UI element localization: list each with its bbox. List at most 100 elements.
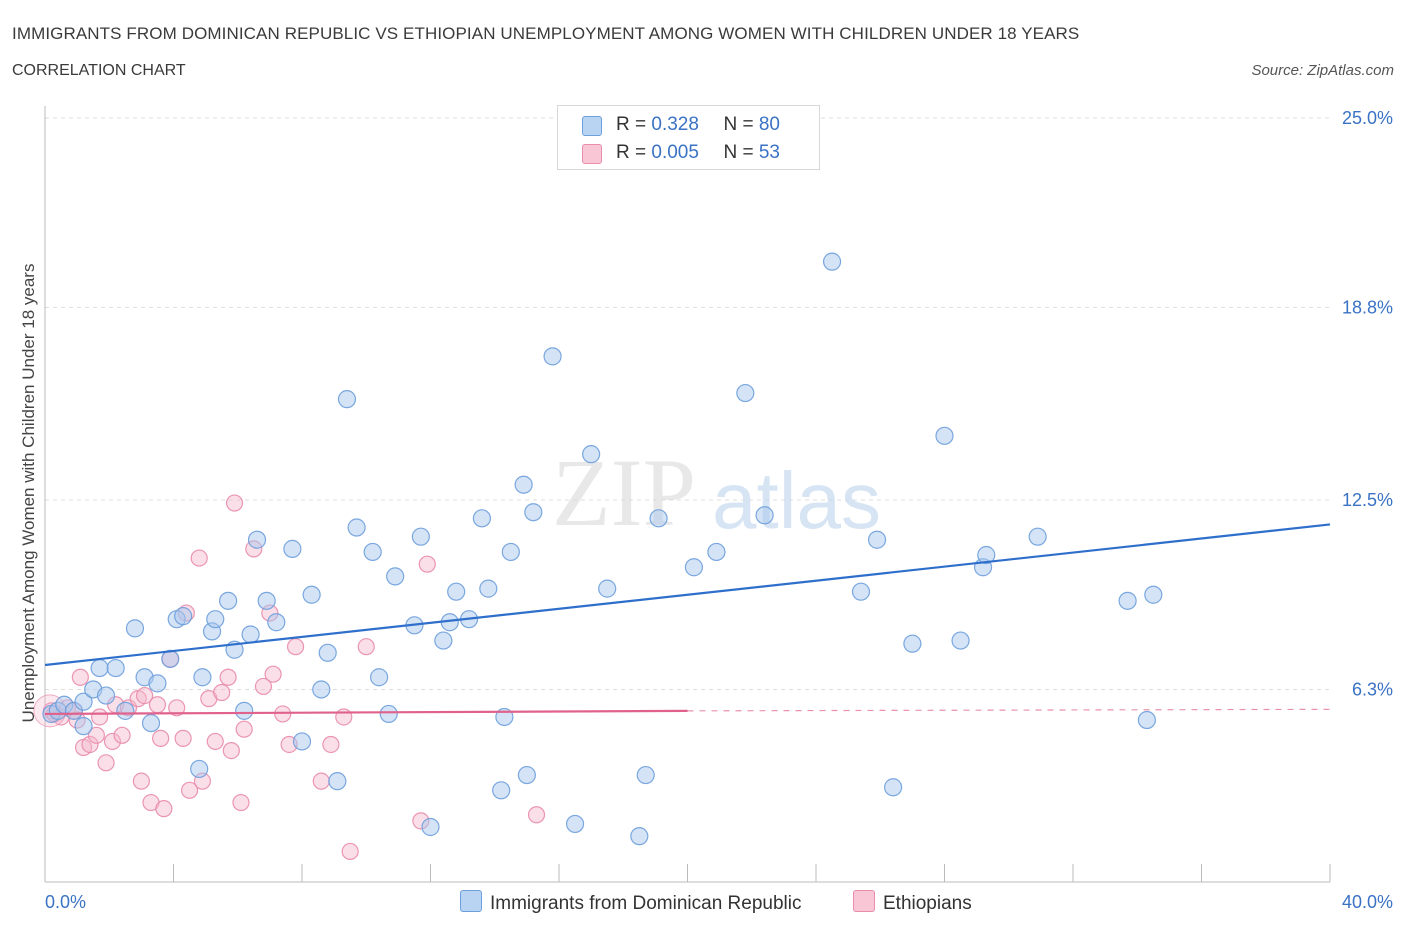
ethiopians-point — [152, 729, 170, 747]
dominican-point — [148, 674, 167, 693]
dominican-point — [951, 631, 970, 650]
bottom-legend-dominican: Immigrants from Dominican Republic — [460, 890, 802, 915]
ethiopians-point — [418, 555, 436, 573]
dominican-point — [707, 542, 726, 562]
ethiopians-point — [225, 494, 244, 512]
dominican-point — [312, 680, 331, 699]
dominican-point — [257, 591, 276, 610]
legend-r-value: 0.005 — [651, 142, 699, 163]
dominican-point — [379, 704, 398, 724]
ethiopians-point — [180, 781, 199, 799]
ethiopians-point — [232, 793, 250, 812]
y-axis-label: Unemployment Among Women with Children U… — [19, 264, 38, 723]
dominican-point — [517, 765, 536, 785]
dominican-point — [867, 530, 887, 549]
bottom-legend-label: Immigrants from Dominican Republic — [490, 893, 802, 914]
dominican-point — [977, 545, 996, 565]
dominican-point — [411, 527, 430, 546]
bottom-legend-ethiopians: Ethiopians — [853, 890, 972, 915]
ethiopians-point — [91, 708, 109, 726]
dominican-point — [472, 509, 491, 528]
dominican-point — [1028, 527, 1047, 546]
dominican-point — [74, 692, 93, 711]
dominican-point — [935, 426, 954, 445]
stats-legend: R = 0.328 N = 80 R = 0.005 N = 53 — [557, 105, 820, 170]
dominican-point — [328, 772, 347, 791]
ethiopians-point — [322, 735, 340, 754]
dominican-point — [447, 582, 466, 601]
tick-labels: 6.3% 12.5% 18.8% 25.0% 0.0% 40.0% — [45, 108, 1393, 912]
ethiopians-point — [264, 665, 282, 683]
ethiopians-point — [190, 549, 208, 567]
ethiopians-point — [113, 726, 131, 744]
bottom-legend-label: Ethiopians — [883, 893, 972, 914]
ethiopians-point — [254, 677, 273, 696]
dominican-point — [903, 634, 922, 653]
legend-r-label: R = — [616, 142, 652, 163]
dominican-point — [630, 827, 649, 846]
dominican-point — [543, 347, 562, 366]
ethiopians-trend-extension — [687, 708, 1331, 712]
x-tick-label: 40.0% — [1342, 892, 1393, 912]
dominican-point — [90, 658, 109, 678]
ethiopians-point — [213, 683, 231, 702]
ethiopians-point — [235, 720, 253, 738]
legend-n-label: N = — [723, 142, 759, 163]
dominican-point — [106, 658, 125, 678]
dominican-point — [479, 579, 498, 598]
watermark: ZIP atlas — [552, 439, 881, 546]
ethiopians-point — [87, 726, 106, 744]
dominican-point — [337, 390, 357, 409]
grid-lines — [45, 117, 1330, 690]
ethiopians-point — [357, 638, 375, 656]
dominican-point — [851, 582, 871, 601]
dominican-point — [822, 252, 842, 271]
ethiopians-point — [103, 732, 122, 751]
dominican-point — [96, 686, 116, 705]
dominican-point — [206, 610, 225, 629]
legend-n-value: 53 — [758, 142, 780, 163]
dominican-point — [736, 383, 755, 403]
ethiopians-point — [81, 735, 99, 754]
dominican-point — [318, 643, 337, 662]
legend-n-value: 80 — [758, 114, 780, 135]
dominican-point — [514, 475, 533, 494]
legend-r-label: R = — [616, 114, 652, 135]
legend-swatch-blue — [582, 116, 602, 136]
ethiopians-point — [97, 754, 115, 772]
dominican-point — [116, 701, 135, 720]
y-tick-label: 18.8% — [1342, 297, 1393, 317]
ethiopians-point — [527, 806, 546, 824]
dominican-point — [1137, 710, 1156, 730]
dominican-point — [141, 713, 161, 733]
dominican-point — [247, 530, 267, 549]
ethiopians-point — [135, 686, 154, 705]
dominican-point — [74, 717, 93, 736]
dominican-point — [386, 567, 405, 586]
dominican-point — [684, 558, 704, 577]
y-tick-label: 6.3% — [1352, 679, 1393, 699]
dominican-point — [267, 613, 286, 632]
dominican-point — [421, 817, 440, 837]
dominican-point — [174, 607, 193, 626]
y-tick-label: 25.0% — [1342, 108, 1393, 128]
ethiopians-trend-line — [44, 709, 688, 716]
dominican-point — [636, 765, 655, 785]
ethiopians-point — [219, 668, 237, 686]
dominican-point — [492, 781, 511, 800]
source-label: Source: ZipAtlas.com — [1251, 62, 1394, 79]
watermark-atlas: atlas — [712, 456, 881, 545]
ethiopians-point — [286, 638, 305, 656]
ethiopians-point — [341, 842, 359, 861]
dominican-point — [363, 542, 382, 562]
watermark-zip: ZIP — [552, 439, 696, 546]
dominican-point — [649, 509, 668, 528]
ethiopians-point — [132, 772, 150, 790]
legend-n-label: N = — [723, 114, 759, 135]
dominican-point — [125, 619, 145, 638]
dominican-point — [434, 631, 453, 650]
dominican-point — [347, 518, 366, 537]
dominican-point — [565, 814, 585, 834]
dominican-point — [598, 579, 617, 598]
